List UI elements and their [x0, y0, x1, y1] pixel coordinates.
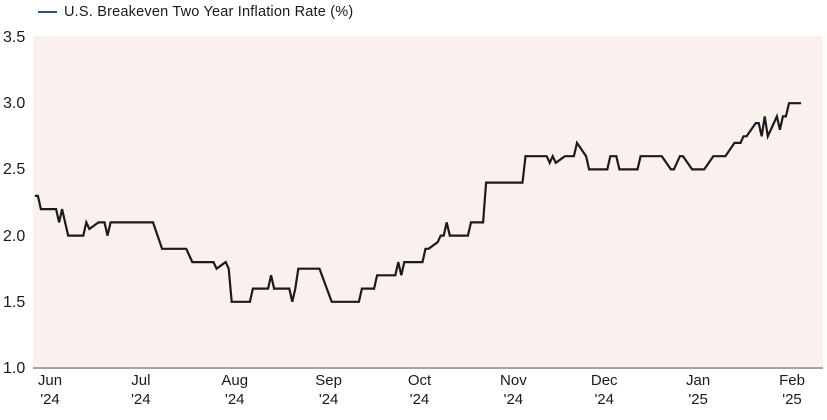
- x-tick-label: Aug '24: [205, 372, 265, 409]
- x-tick-month: Aug: [221, 372, 249, 389]
- x-tick-year: '24: [409, 390, 430, 408]
- x-tick-label: Sep '24: [299, 372, 359, 409]
- x-axis-line: [33, 367, 823, 369]
- legend-label: U.S. Breakeven Two Year Inflation Rate (…: [64, 4, 354, 20]
- x-tick-year: '24: [40, 390, 60, 408]
- x-tick-year: '25: [782, 390, 802, 408]
- x-tick-label: Feb '25: [762, 372, 822, 409]
- x-tick-label: Oct '24: [389, 372, 449, 409]
- x-tick-month: Sep: [315, 372, 342, 389]
- x-tick-month: Jul: [131, 372, 151, 389]
- y-tick-label: 3.5: [3, 29, 26, 46]
- x-tick-year: '24: [594, 390, 614, 408]
- x-tick-year: '24: [318, 390, 339, 408]
- x-tick-label: Jan '25: [668, 372, 728, 409]
- x-tick-month: Jun: [37, 372, 63, 389]
- x-tick-month: Jan: [686, 372, 711, 389]
- plot-area: [33, 36, 823, 368]
- x-tick-label: Dec '24: [574, 372, 634, 409]
- legend: U.S. Breakeven Two Year Inflation Rate (…: [38, 4, 353, 20]
- x-tick-year: '24: [503, 390, 524, 408]
- x-tick-year: '25: [688, 390, 708, 408]
- x-tick-label: Jul '24: [111, 372, 171, 409]
- y-tick-label: 2.0: [3, 227, 26, 245]
- y-tick-label: 1.5: [3, 293, 26, 311]
- x-tick-month: Nov: [500, 372, 527, 389]
- x-tick-month: Oct: [407, 372, 432, 389]
- legend-line-marker-icon: [38, 11, 57, 13]
- x-tick-month: Dec: [590, 372, 618, 389]
- y-tick-label: 2.5: [3, 161, 26, 179]
- x-tick-label: Nov '24: [483, 372, 543, 409]
- x-tick-month: Feb: [779, 372, 805, 389]
- x-tick-label: Jun '24: [20, 372, 80, 409]
- x-tick-year: '24: [131, 390, 151, 408]
- x-tick-year: '24: [224, 390, 245, 408]
- y-tick-label: 1.0: [3, 360, 26, 377]
- y-tick-label: 3.0: [3, 95, 26, 113]
